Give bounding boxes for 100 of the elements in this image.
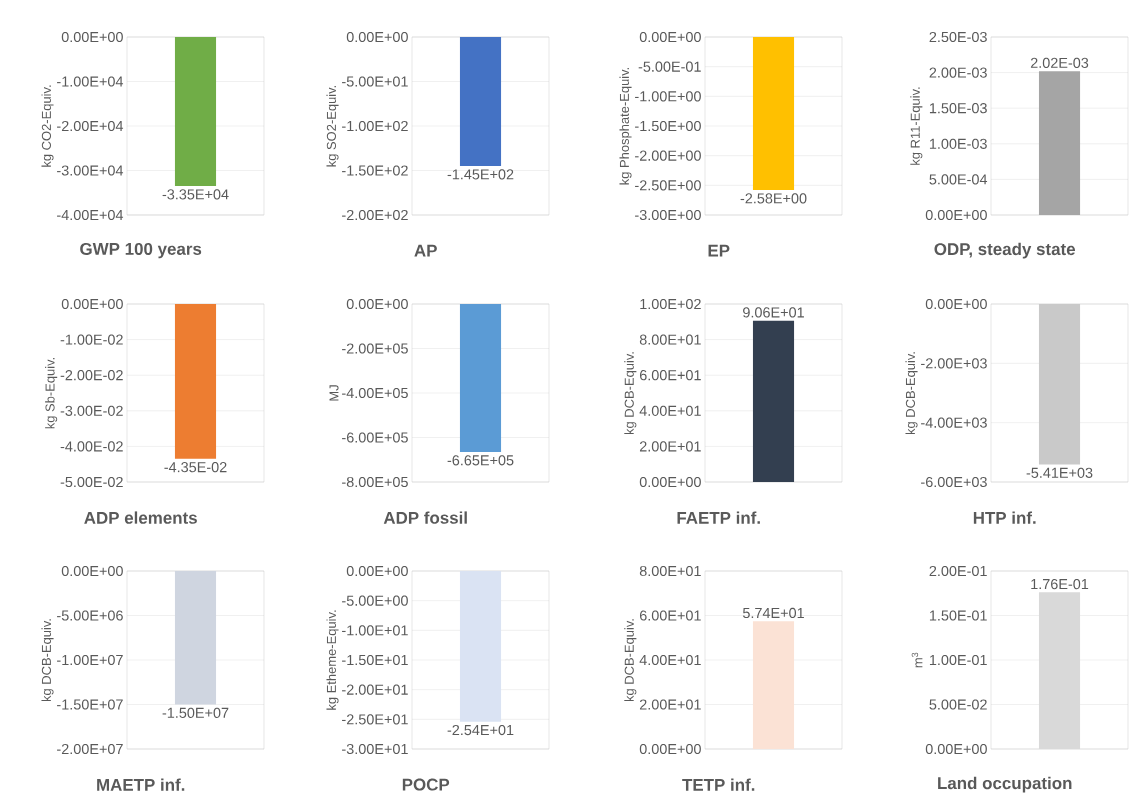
y-tick-label: -6.00E+05 xyxy=(342,432,408,443)
y-tick-label: 0.00E+00 xyxy=(346,31,408,43)
y-tick-label: 2.00E+01 xyxy=(639,699,701,710)
y-tick-label: -2.00E-02 xyxy=(60,370,123,381)
y-axis-title: kg CO2-Equiv. xyxy=(41,85,54,167)
y-tick-label: 2.00E-03 xyxy=(929,67,987,78)
y-tick-label: -8.00E+05 xyxy=(342,476,408,488)
y-tick-label: -2.50E+00 xyxy=(635,180,701,191)
y-tick-label: -5.00E-01 xyxy=(638,61,701,72)
y-tick-label: -4.00E+05 xyxy=(342,387,408,399)
y-tick-label: -5.00E+01 xyxy=(342,76,408,87)
data-label: -1.45E+02 xyxy=(447,169,514,180)
y-tick-label: -1.50E+00 xyxy=(635,120,701,132)
y-tick-label: -1.50E+07 xyxy=(57,699,123,710)
y-tick-label: 6.00E+01 xyxy=(639,370,701,381)
y-axis-title: kg SO2-Equiv. xyxy=(326,85,339,167)
y-axis-title: kg DCB-Equiv. xyxy=(624,619,637,702)
data-label: -2.54E+01 xyxy=(447,724,514,736)
y-tick-label: -2.00E+05 xyxy=(342,343,408,354)
data-label: -5.41E+03 xyxy=(1026,467,1093,478)
y-tick-label: 2.50E-03 xyxy=(929,31,987,43)
y-axis-title: kg DCB-Equiv. xyxy=(41,619,54,702)
y-tick-label: -3.00E+01 xyxy=(342,743,408,755)
y-tick-label: -5.00E+06 xyxy=(57,610,123,621)
y-axis-title: kg R11-Equiv. xyxy=(910,87,923,165)
y-axis-title: kg Sb-Equiv. xyxy=(45,357,58,429)
y-axis-title: kg DCB-Equiv. xyxy=(624,352,637,435)
x-axis-title: ADP elements xyxy=(84,511,197,524)
data-label: -1.50E+07 xyxy=(162,707,229,718)
x-axis-title: POCP xyxy=(402,778,450,791)
y-axis-title: kg Etheme-Equiv. xyxy=(326,610,339,710)
data-label: -6.65E+05 xyxy=(447,455,514,466)
y-tick-label: 0.00E+00 xyxy=(925,298,987,310)
y-tick-label: 6.00E+01 xyxy=(639,610,701,621)
data-label: 2.02E-03 xyxy=(1030,57,1089,68)
y-tick-label: -6.00E+03 xyxy=(921,476,987,488)
y-axis-title: m$^{3}$ xyxy=(911,652,923,668)
y-tick-label: -3.00E-02 xyxy=(60,405,123,416)
y-tick-label: -5.00E-02 xyxy=(60,476,123,488)
y-tick-label: 0.00E+00 xyxy=(61,298,123,310)
x-axis-title: Land occupation xyxy=(938,776,1072,793)
y-tick-label: -2.00E+07 xyxy=(57,743,123,755)
y-tick-label: -3.00E+04 xyxy=(57,165,124,176)
data-label: 5.74E+01 xyxy=(742,607,804,619)
y-tick-label: 5.00E-02 xyxy=(929,699,987,710)
y-tick-label: 0.00E+00 xyxy=(639,476,701,488)
x-axis-title: TETP inf. xyxy=(682,778,755,791)
y-tick-label: -4.00E+03 xyxy=(921,417,987,428)
y-tick-label: 8.00E+01 xyxy=(639,565,701,577)
x-axis-title: FAETP inf. xyxy=(677,511,760,524)
y-axis-title: kg Phosphate-Equiv. xyxy=(619,67,632,185)
y-tick-label: 8.00E+01 xyxy=(639,334,701,345)
y-tick-label: -4.00E+04 xyxy=(57,209,124,221)
y-tick-label: -2.50E+01 xyxy=(342,714,408,725)
y-tick-label: 1.00E+02 xyxy=(640,298,701,310)
y-tick-label: 1.00E-01 xyxy=(929,654,987,666)
y-tick-label: 4.00E+01 xyxy=(639,654,701,666)
y-tick-label: 1.00E-03 xyxy=(929,138,987,149)
y-axis-title: MJ xyxy=(329,385,339,401)
y-tick-label: -1.50E+01 xyxy=(342,654,408,666)
y-tick-label: -1.00E+01 xyxy=(342,625,408,636)
data-label: -2.58E+00 xyxy=(740,193,807,204)
x-axis-title: ADP fossil xyxy=(383,511,467,524)
y-axis-title: kg DCB-Equiv. xyxy=(905,352,918,435)
y-tick-label: -2.00E+03 xyxy=(921,358,987,369)
y-tick-label: 0.00E+00 xyxy=(61,565,123,577)
y-tick-label: -1.00E-02 xyxy=(60,334,123,345)
y-tick-label: -2.00E+04 xyxy=(57,120,124,132)
y-tick-label: 0.00E+00 xyxy=(61,31,123,43)
y-tick-label: 0.00E+00 xyxy=(639,31,701,43)
y-tick-label: -1.00E+04 xyxy=(57,76,124,87)
y-tick-label: -1.00E+07 xyxy=(57,654,123,666)
y-tick-label: 0.00E+00 xyxy=(346,565,408,577)
y-tick-label: 5.00E-04 xyxy=(929,174,988,185)
x-axis-title: GWP 100 years xyxy=(80,242,202,259)
x-axis-title: EP xyxy=(708,244,730,257)
y-tick-label: -3.00E+00 xyxy=(635,209,701,221)
y-tick-label: 0.00E+00 xyxy=(925,209,987,221)
y-tick-label: 0.00E+00 xyxy=(346,298,408,310)
y-tick-label: -4.00E-02 xyxy=(60,441,123,452)
data-label: 1.76E-01 xyxy=(1031,578,1089,590)
y-tick-label: -1.00E+00 xyxy=(635,91,701,102)
x-axis-title: AP xyxy=(414,244,437,257)
y-tick-label: 1.50E-03 xyxy=(929,103,987,114)
y-tick-label: -1.50E+02 xyxy=(342,165,408,176)
y-tick-label: -2.00E+01 xyxy=(342,684,408,695)
y-tick-label: 2.00E+01 xyxy=(639,441,701,452)
x-axis-title: MAETP inf. xyxy=(97,778,185,791)
y-tick-label: -2.00E+02 xyxy=(342,209,408,221)
y-tick-label: 4.00E+01 xyxy=(639,405,701,416)
x-axis-title: HTP inf. xyxy=(973,511,1036,524)
y-tick-label: 0.00E+00 xyxy=(925,743,987,755)
y-tick-label: -1.00E+02 xyxy=(342,120,408,132)
data-label: -3.35E+04 xyxy=(162,189,229,200)
x-axis-title: ODP, steady state xyxy=(934,242,1076,259)
y-tick-label: 1.50E-01 xyxy=(929,610,987,621)
y-tick-label: 0.00E+00 xyxy=(639,743,701,755)
data-label: 9.06E+01 xyxy=(743,307,804,318)
y-tick-label: -2.00E+00 xyxy=(635,150,701,161)
data-label: -4.35E-02 xyxy=(164,462,227,473)
